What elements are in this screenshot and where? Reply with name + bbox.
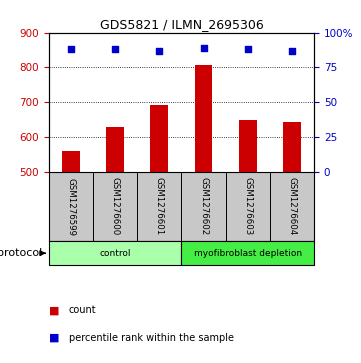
- Text: count: count: [69, 305, 96, 315]
- Text: GSM1276602: GSM1276602: [199, 178, 208, 236]
- Point: [245, 46, 251, 52]
- Text: control: control: [99, 249, 131, 258]
- Text: GSM1276599: GSM1276599: [66, 178, 75, 236]
- Point: [289, 48, 295, 54]
- Bar: [195, 65, 212, 172]
- Text: ■: ■: [49, 305, 59, 315]
- Text: percentile rank within the sample: percentile rank within the sample: [69, 333, 234, 343]
- Title: GDS5821 / ILMN_2695306: GDS5821 / ILMN_2695306: [100, 19, 263, 32]
- Bar: [181, 241, 314, 265]
- Bar: [151, 105, 168, 172]
- Point: [156, 48, 162, 54]
- Point: [201, 45, 206, 51]
- Text: GSM1276600: GSM1276600: [110, 178, 119, 236]
- Bar: [239, 120, 257, 172]
- Point: [112, 46, 118, 52]
- Text: GSM1276601: GSM1276601: [155, 178, 164, 236]
- Bar: [62, 151, 80, 172]
- Bar: [49, 241, 181, 265]
- Bar: [283, 122, 301, 172]
- Text: GSM1276603: GSM1276603: [243, 178, 252, 236]
- Text: myofibroblast depletion: myofibroblast depletion: [193, 249, 302, 258]
- Text: GSM1276604: GSM1276604: [287, 178, 296, 236]
- Text: ■: ■: [49, 333, 59, 343]
- Text: protocol: protocol: [0, 248, 42, 258]
- Bar: [106, 127, 124, 172]
- Point: [68, 46, 74, 52]
